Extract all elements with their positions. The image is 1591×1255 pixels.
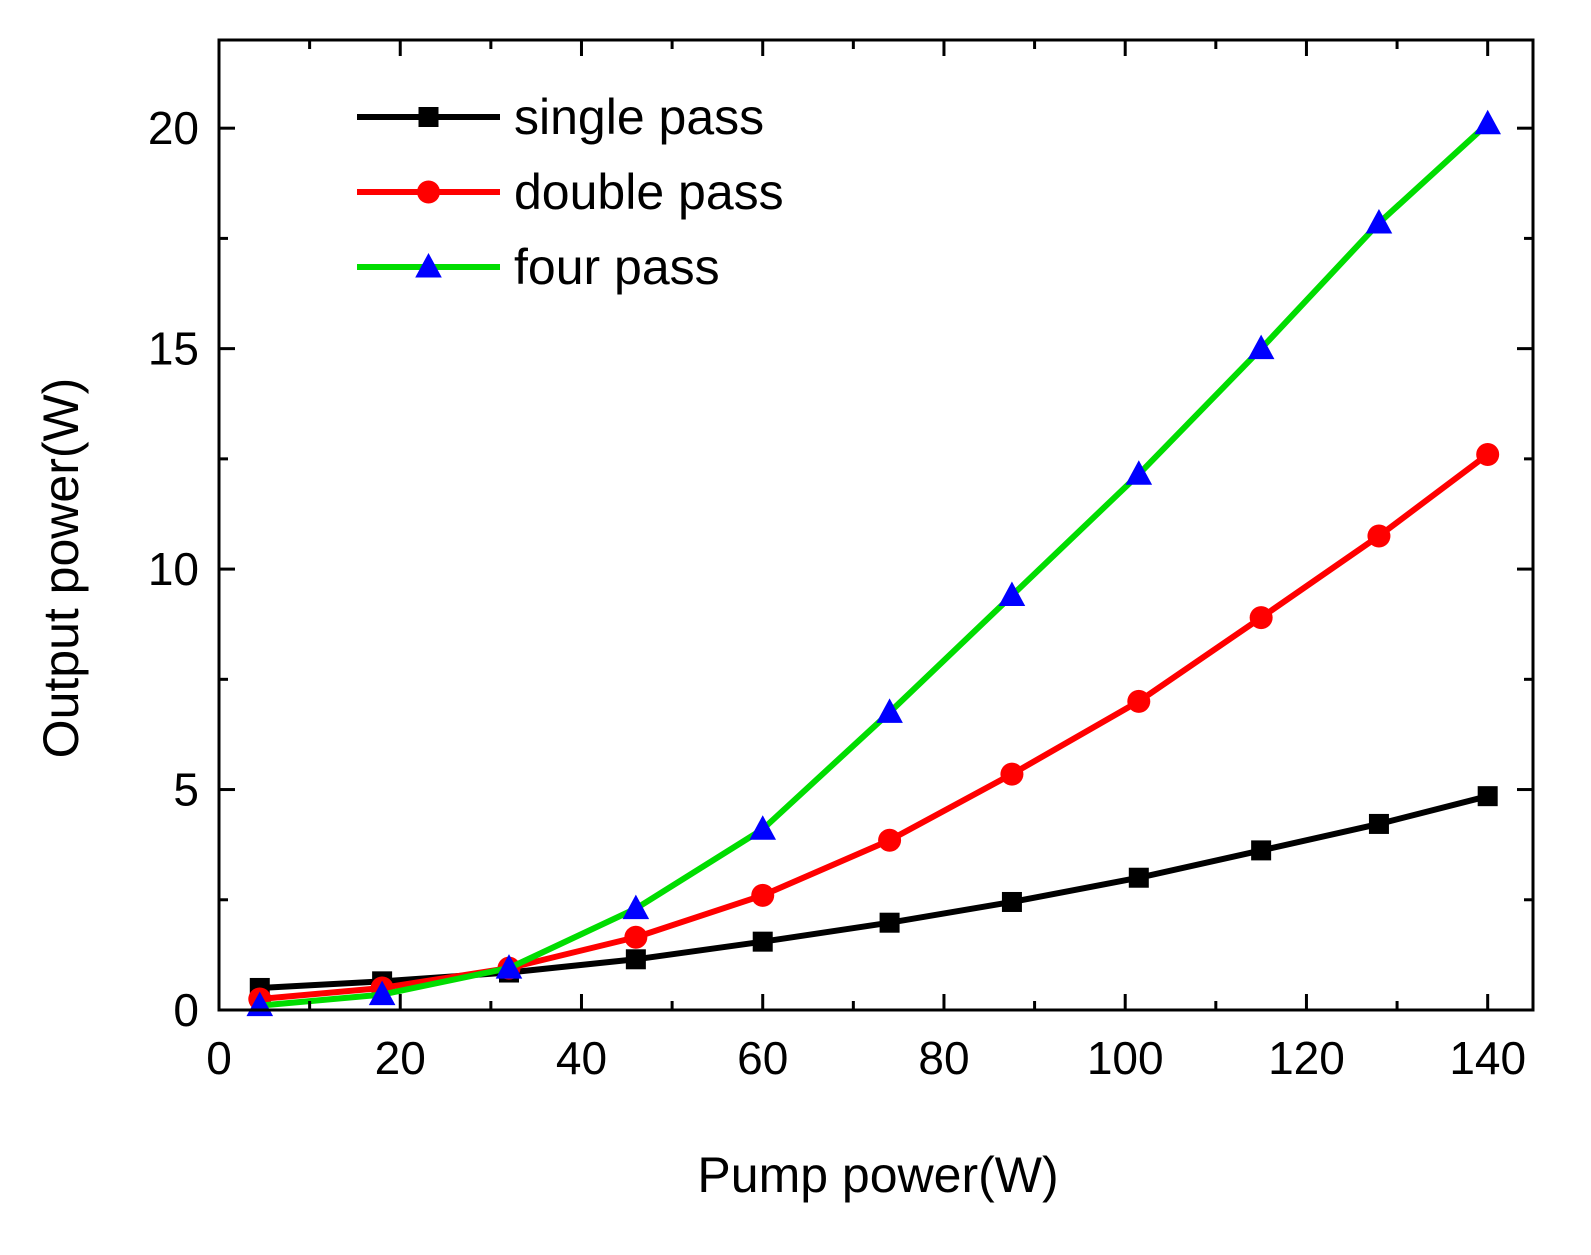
data-point (622, 894, 650, 920)
data-point (1001, 891, 1022, 912)
y-tick-label: 10 (148, 543, 199, 595)
legend-swatch-marker (417, 180, 440, 204)
data-point (1249, 606, 1273, 630)
x-tick-label: 20 (375, 1032, 426, 1084)
data-point (1367, 524, 1391, 548)
data-point (1251, 840, 1272, 861)
y-axis-title: Output power(W) (33, 378, 89, 759)
data-point (1477, 786, 1498, 807)
y-tick-label: 20 (148, 102, 199, 154)
plot-frame (217, 38, 1535, 1012)
legend-label: single pass (514, 89, 764, 145)
legend-swatch-marker (415, 253, 442, 278)
legend-item: four pass (357, 239, 720, 295)
y-tick-label: 0 (173, 984, 199, 1036)
x-axis-title: Pump power(W) (697, 1147, 1058, 1203)
data-point (1368, 813, 1389, 834)
legend-swatch-marker (418, 107, 439, 127)
legend-label: double pass (514, 164, 784, 220)
data-point (1247, 334, 1275, 360)
data-point (752, 931, 773, 952)
axis-ticks (217, 40, 1533, 1012)
data-point (1476, 442, 1500, 466)
x-tick-label: 80 (918, 1032, 969, 1084)
data-point (1128, 867, 1149, 888)
data-point (1125, 460, 1153, 485)
data-point (998, 581, 1026, 607)
data-point (876, 698, 903, 723)
data-point (878, 828, 902, 852)
series-line (259, 121, 1490, 1009)
data-point (1365, 208, 1393, 234)
data-point (749, 815, 777, 840)
legend-item: double pass (357, 164, 784, 220)
data-point (1127, 689, 1151, 713)
series-line (259, 793, 1489, 991)
plot-marks (246, 109, 1501, 1017)
data-point (368, 980, 396, 1006)
data-point (625, 949, 646, 970)
x-tick-label: 100 (1087, 1032, 1164, 1084)
x-tick-label: 40 (556, 1032, 607, 1084)
x-tick-label: 60 (737, 1032, 788, 1084)
legend-label: four pass (514, 239, 720, 295)
x-tick-label: 120 (1268, 1032, 1345, 1084)
series-four-pass (246, 109, 1501, 1017)
y-tick-label: 5 (173, 764, 199, 816)
series-single-pass (249, 786, 1498, 998)
data-point (1474, 109, 1501, 135)
x-tick-label: 140 (1449, 1032, 1526, 1084)
x-tick-label: 0 (206, 1032, 232, 1084)
data-point (1000, 762, 1024, 786)
data-point (751, 883, 775, 907)
tick-labels: 0 20 40 60 80 100 120 140 0 5 10 15 20 (148, 102, 1526, 1084)
data-point (879, 912, 900, 933)
y-tick-label: 15 (148, 323, 199, 375)
data-point (495, 954, 523, 979)
data-point (624, 925, 648, 949)
legend-item: single pass (357, 89, 764, 145)
plot-border (217, 38, 1535, 1012)
legend: single pass double pass four pass (357, 89, 784, 295)
